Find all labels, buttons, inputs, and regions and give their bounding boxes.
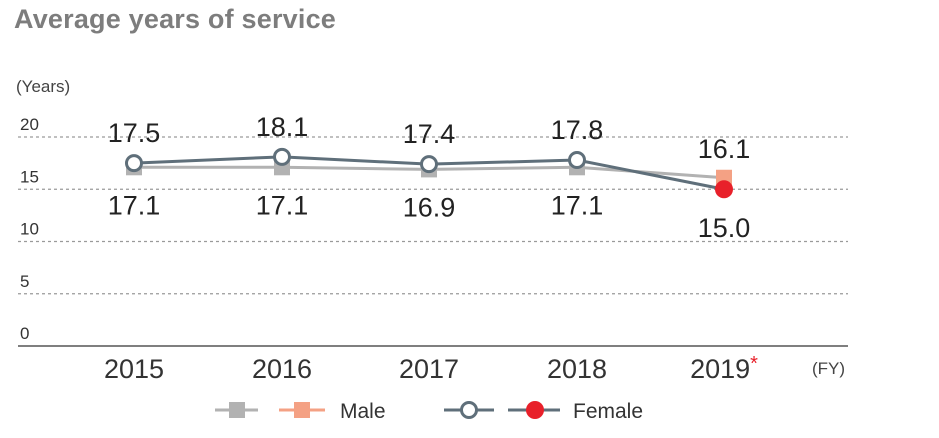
female-point	[568, 150, 586, 169]
legend-male-marker-highlight	[294, 402, 310, 418]
legend-female-label: Female	[573, 400, 643, 423]
legend: Male Female	[215, 400, 643, 423]
female-data-label: 18.1	[256, 112, 309, 142]
female-point	[125, 154, 143, 173]
female-point	[273, 147, 291, 166]
female-point	[420, 155, 438, 174]
female-data-label: 15.0	[698, 213, 751, 243]
series	[125, 147, 733, 199]
data-labels: 17.5 18.1 17.4 17.8 15.0 17.1 17.1 16.9 17.1 16.1	[108, 112, 751, 243]
male-data-label: 17.1	[551, 190, 604, 220]
x-axis-ticks: 2015 2016 2017 2018 2019*	[104, 353, 758, 384]
x-tick-label: 2017	[399, 354, 459, 384]
y-tick-label: 10	[20, 220, 39, 239]
x-tick-label: 2016	[252, 354, 312, 384]
y-tick-label: 5	[20, 272, 29, 291]
male-data-label: 16.9	[403, 192, 456, 222]
x-axis-label: (FY)	[812, 359, 845, 378]
footnote-asterisk: *	[750, 353, 758, 375]
grid	[18, 136, 848, 347]
y-tick-label: 15	[20, 167, 39, 186]
male-data-label: 16.1	[698, 134, 751, 164]
x-tick-label: 2019*	[690, 353, 758, 384]
y-axis-ticks: 20 15 10 5 0	[20, 115, 39, 343]
x-tick-label: 2015	[104, 354, 164, 384]
female-data-label: 17.8	[551, 115, 604, 145]
legend-female-marker-highlight	[526, 401, 544, 419]
x-tick-label: 2018	[547, 354, 607, 384]
male-data-label: 17.1	[256, 190, 309, 220]
female-data-label: 17.5	[108, 118, 161, 148]
y-tick-label: 20	[20, 115, 39, 134]
chart-title: Average years of service	[14, 4, 337, 34]
y-tick-label: 0	[20, 324, 29, 343]
legend-male-label: Male	[340, 400, 386, 423]
y-axis-label: (Years)	[16, 77, 70, 96]
female-point	[715, 180, 733, 199]
legend-female-marker	[460, 401, 478, 419]
female-data-label: 17.4	[403, 119, 456, 149]
legend-male-marker	[229, 402, 245, 418]
male-data-label: 17.1	[108, 190, 161, 220]
